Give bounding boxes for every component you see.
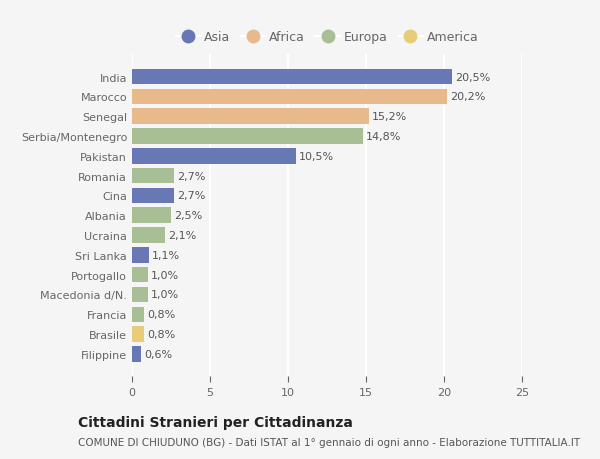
Text: Cittadini Stranieri per Cittadinanza: Cittadini Stranieri per Cittadinanza — [78, 415, 353, 429]
Bar — [132, 109, 369, 125]
Text: 1,1%: 1,1% — [152, 250, 181, 260]
Bar — [132, 267, 148, 283]
Text: 0,8%: 0,8% — [148, 309, 176, 319]
Bar — [132, 247, 149, 263]
Text: 2,5%: 2,5% — [174, 211, 202, 221]
Text: 1,0%: 1,0% — [151, 270, 179, 280]
Bar — [132, 287, 148, 302]
Bar — [132, 70, 452, 85]
Bar — [132, 149, 296, 164]
Text: 20,2%: 20,2% — [450, 92, 485, 102]
Bar — [132, 188, 174, 204]
Text: 2,1%: 2,1% — [168, 230, 196, 241]
Text: COMUNE DI CHIUDUNO (BG) - Dati ISTAT al 1° gennaio di ogni anno - Elaborazione T: COMUNE DI CHIUDUNO (BG) - Dati ISTAT al … — [78, 437, 580, 447]
Text: 0,6%: 0,6% — [145, 349, 173, 359]
Bar — [132, 208, 171, 224]
Bar — [132, 327, 145, 342]
Text: 10,5%: 10,5% — [299, 151, 334, 162]
Bar — [132, 129, 363, 145]
Text: 15,2%: 15,2% — [372, 112, 407, 122]
Bar — [132, 168, 174, 184]
Bar — [132, 307, 145, 322]
Bar — [132, 228, 165, 243]
Text: 0,8%: 0,8% — [148, 329, 176, 339]
Text: 2,7%: 2,7% — [177, 171, 206, 181]
Text: 20,5%: 20,5% — [455, 73, 490, 82]
Text: 2,7%: 2,7% — [177, 191, 206, 201]
Bar — [132, 347, 142, 362]
Bar — [132, 90, 447, 105]
Text: 14,8%: 14,8% — [366, 132, 401, 142]
Legend: Asia, Africa, Europa, America: Asia, Africa, Europa, America — [170, 26, 484, 49]
Text: 1,0%: 1,0% — [151, 290, 179, 300]
